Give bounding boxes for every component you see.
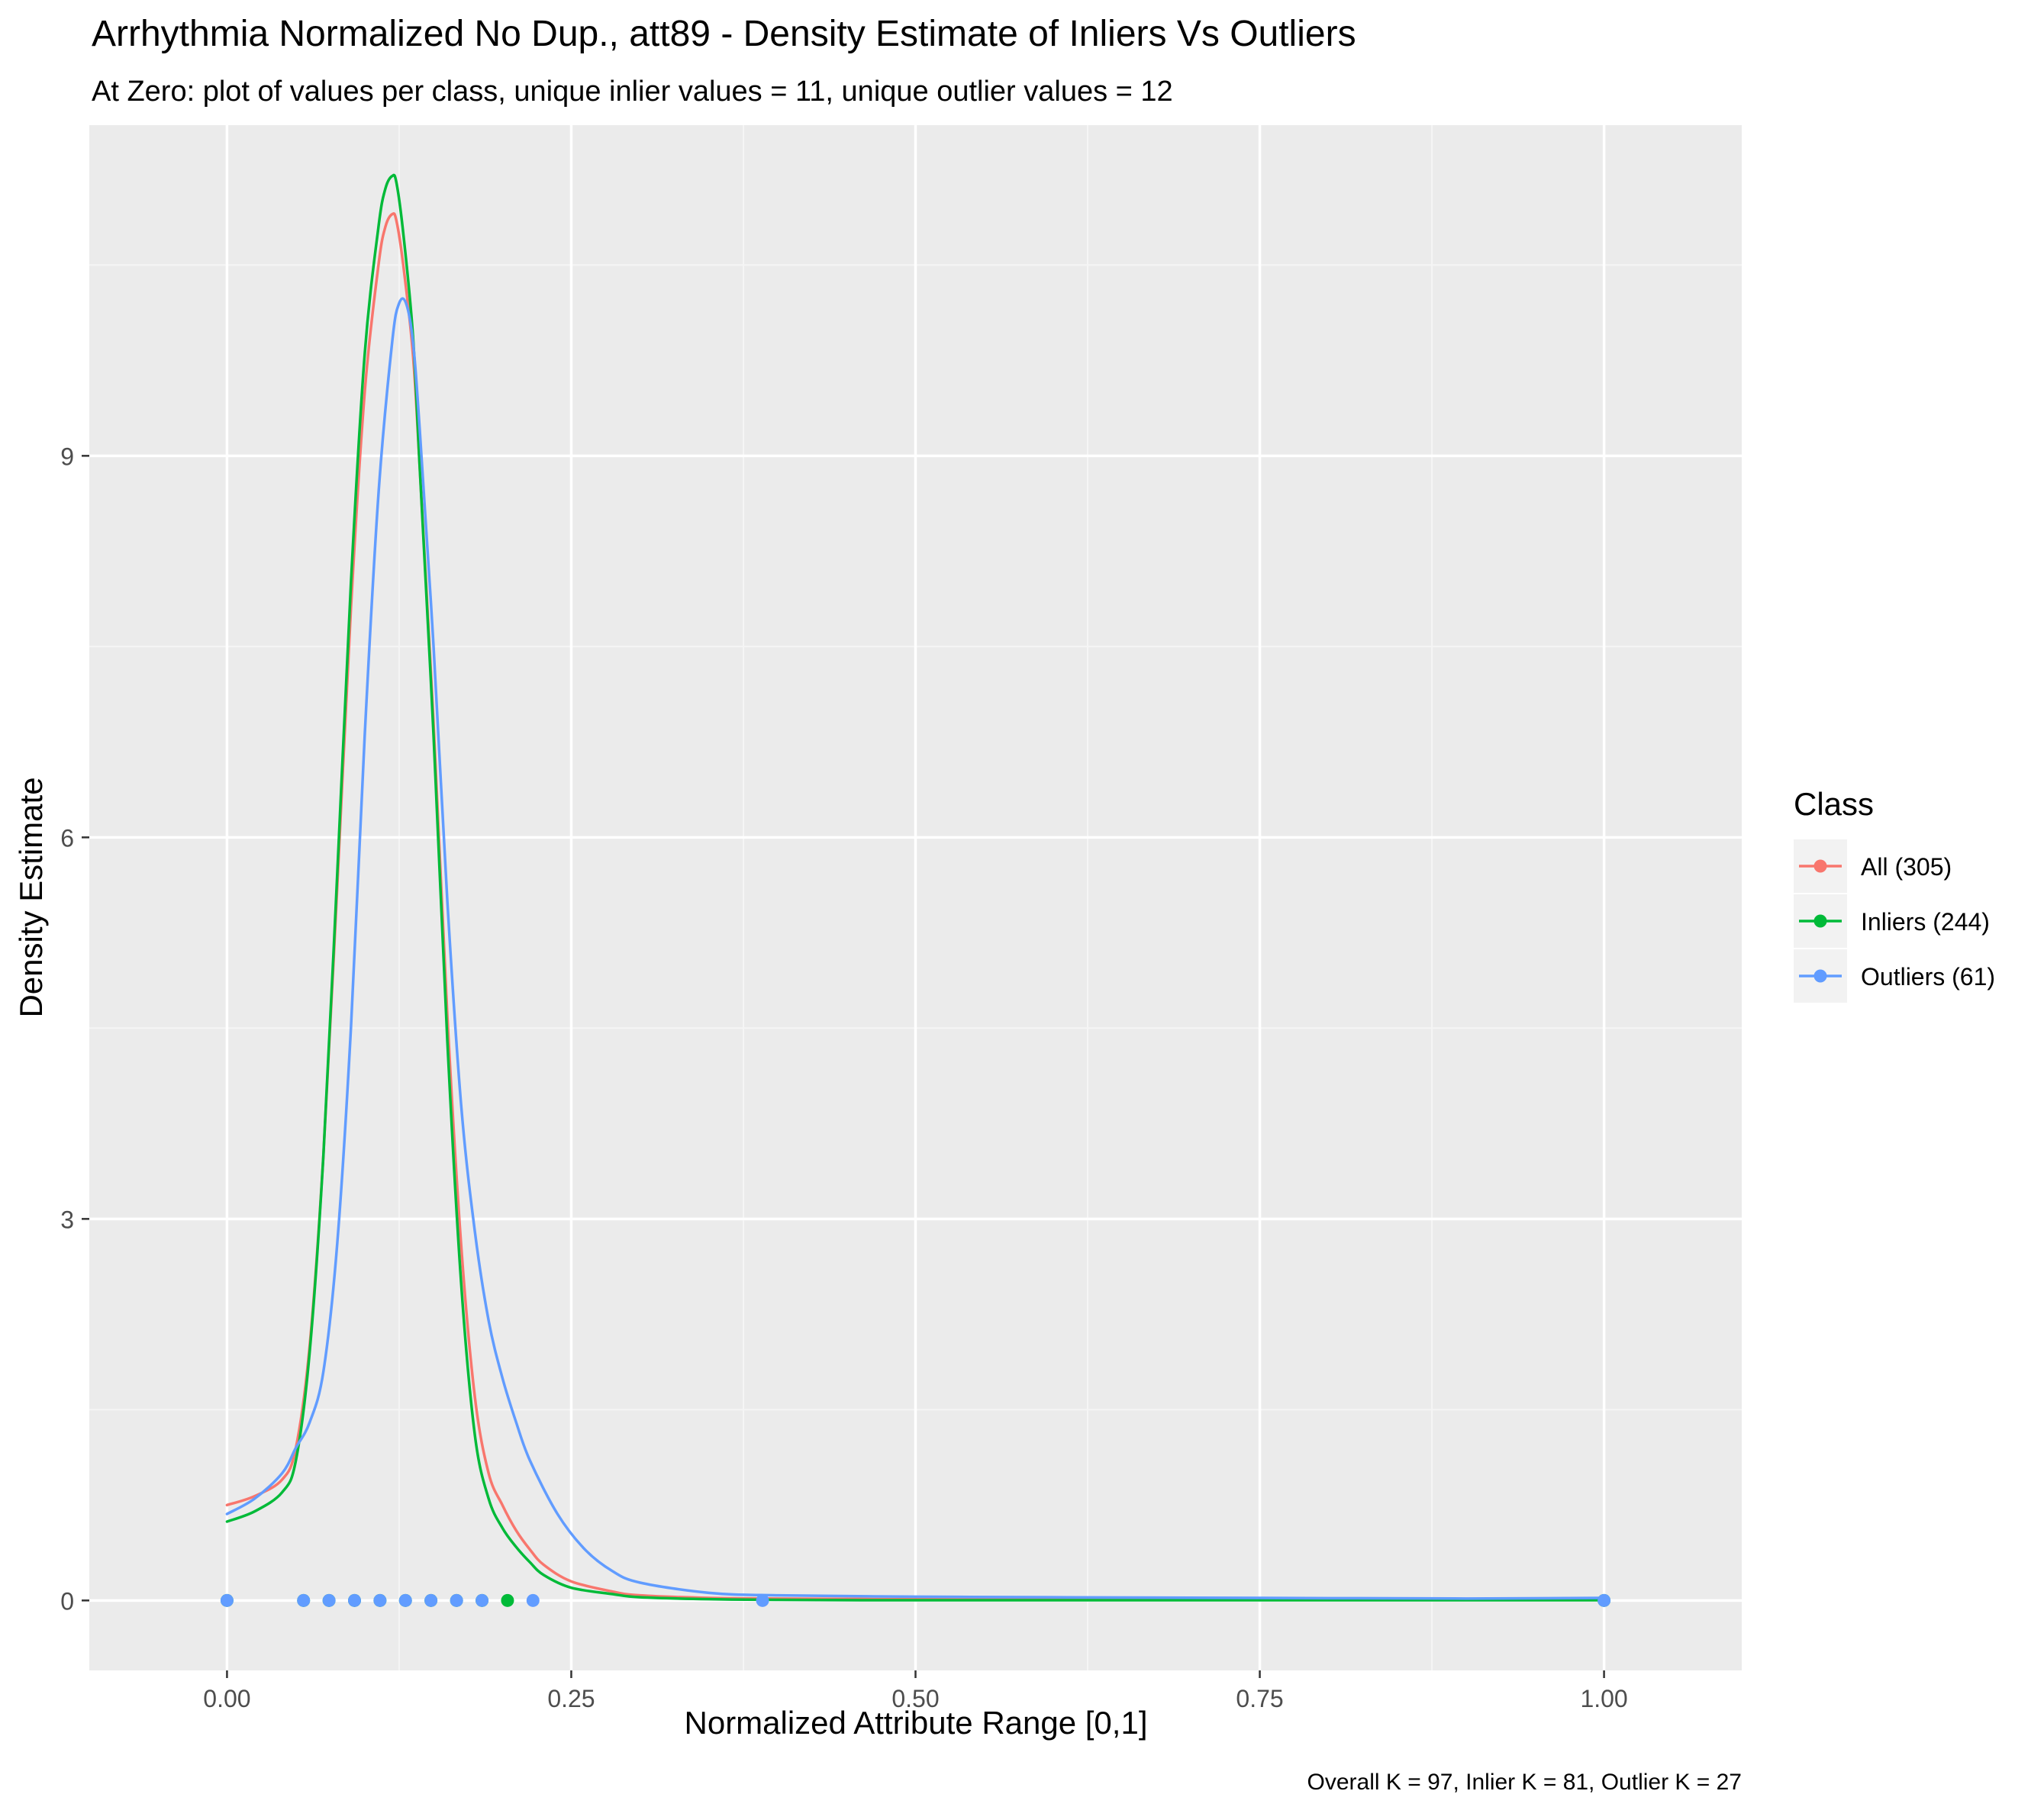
- plot-panel: [89, 125, 1742, 1670]
- rug-point-outliers-61: [322, 1593, 336, 1607]
- x-tick-label: 0.00: [203, 1685, 250, 1712]
- legend: Class All (305) Inliers (244) Outliers (61…: [1794, 786, 1995, 1003]
- rug-point-outliers-61: [347, 1593, 361, 1607]
- rug-point-outliers-61: [220, 1593, 234, 1607]
- y-axis: 0 3 6 9: [60, 443, 89, 1615]
- x-tick-label: 1.00: [1580, 1685, 1627, 1712]
- legend-entries: All (305) Inliers (244) Outliers (61): [1794, 839, 1995, 1003]
- rug-point-outliers-61: [476, 1593, 489, 1607]
- series-line-outliers-61: [225, 297, 1606, 1600]
- rug-point-outliers-61: [424, 1593, 438, 1607]
- legend-title: Class: [1794, 786, 1874, 822]
- legend-label-outliers-61: Outliers (61): [1861, 963, 1995, 990]
- chart-title: Arrhythmia Normalized No Dup., att89 - D…: [92, 14, 1356, 54]
- chart-caption: Overall K = 97, Inlier K = 81, Outlier K…: [1307, 1770, 1742, 1795]
- x-tick-label: 0.25: [547, 1685, 595, 1712]
- rug-point-outliers-61: [526, 1593, 540, 1607]
- legend-key-point: [1813, 914, 1827, 928]
- y-tick-label: 6: [60, 824, 74, 852]
- x-axis-label: Normalized Attribute Range [0,1]: [685, 1705, 1148, 1741]
- x-tick-label: 0.50: [891, 1685, 939, 1712]
- legend-label-inliers-244: Inliers (244): [1861, 908, 1990, 936]
- rug-point-outliers-61: [450, 1593, 463, 1607]
- rug-point-outliers-61: [373, 1593, 387, 1607]
- y-tick-label: 3: [60, 1206, 74, 1233]
- rug-point-outliers-61: [756, 1593, 769, 1607]
- legend-key-point: [1813, 969, 1827, 983]
- rug-point-outliers-61: [1597, 1593, 1611, 1607]
- major-gridlines: [89, 125, 1742, 1670]
- y-tick-label: 0: [60, 1587, 74, 1615]
- x-axis: 0.00 0.25 0.50 0.75 1.00: [203, 1670, 1628, 1712]
- legend-key-point: [1813, 859, 1827, 873]
- x-tick-label: 0.75: [1236, 1685, 1283, 1712]
- y-axis-label: Density Estimate: [13, 777, 49, 1017]
- rug-point-outliers-61: [297, 1593, 311, 1607]
- y-tick-label: 9: [60, 443, 74, 470]
- rug-points: [220, 1593, 1611, 1607]
- chart-subtitle: At Zero: plot of values per class, uniqu…: [92, 76, 1173, 108]
- series-line-inliers-244: [225, 173, 1606, 1602]
- rug-point-outliers-61: [398, 1593, 412, 1607]
- rug-point-inliers-244: [501, 1593, 514, 1607]
- legend-label-all-305: All (305): [1861, 853, 1952, 881]
